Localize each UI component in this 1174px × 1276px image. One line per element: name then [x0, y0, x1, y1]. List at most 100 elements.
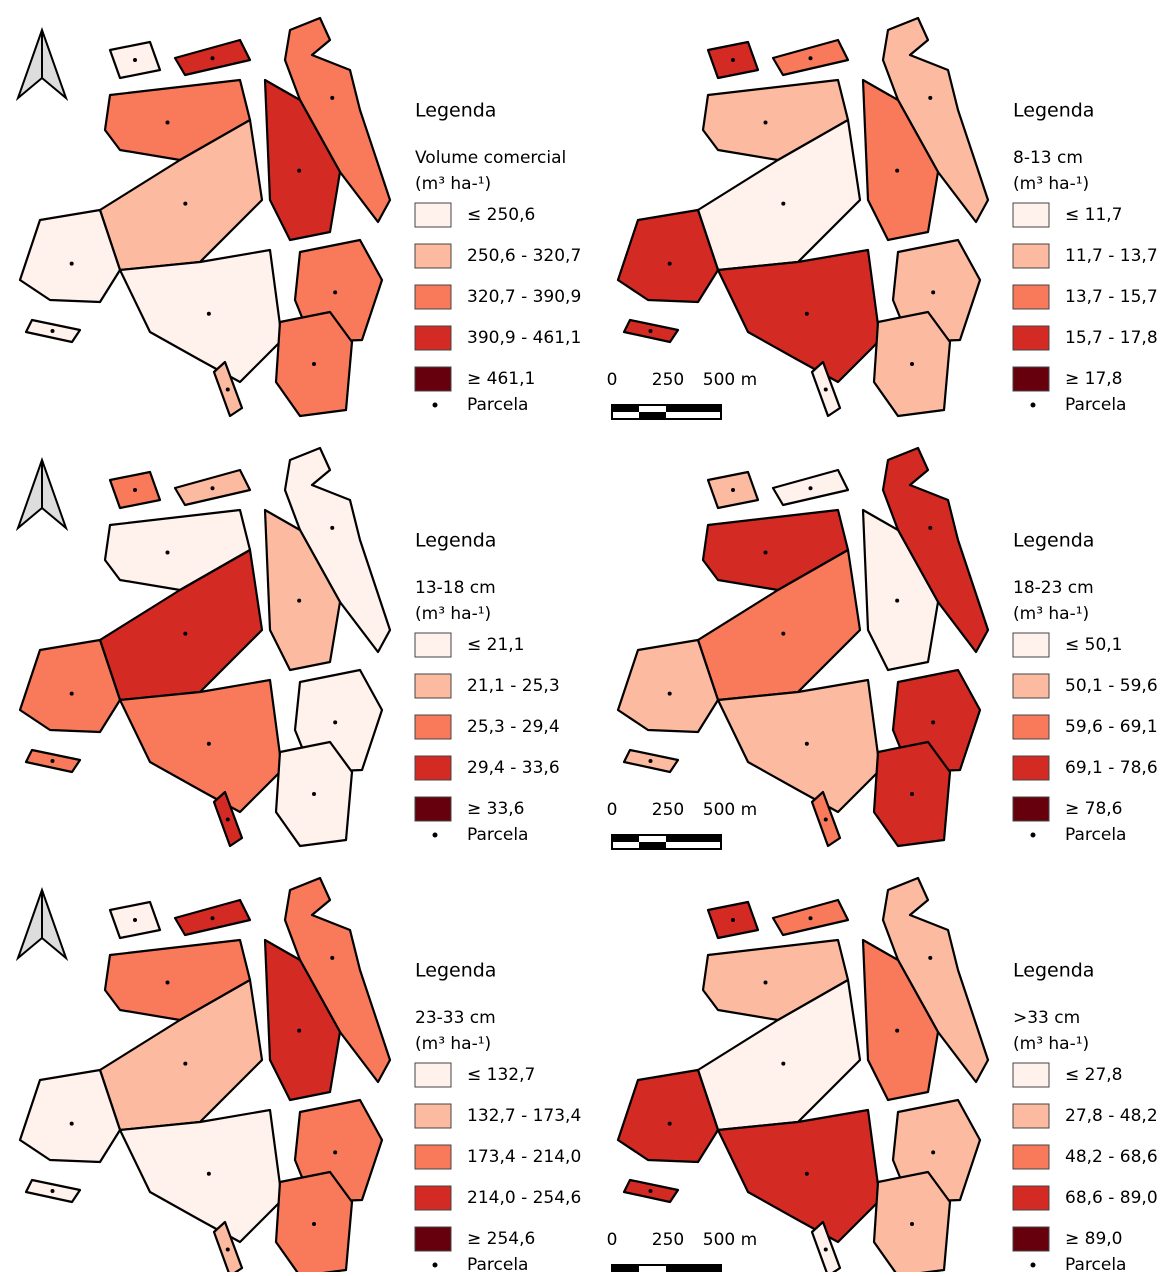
legend-swatch: [1013, 1104, 1049, 1128]
legend-swatch: [1013, 1186, 1049, 1210]
legend-label: Parcela: [467, 825, 528, 845]
figure: LegendaVolume comercial(m³ ha-¹)≤ 250,62…: [0, 0, 1174, 1272]
plot-point: [781, 202, 785, 206]
plot-point: [809, 916, 813, 920]
scale-label: 0: [607, 800, 618, 820]
legend-swatch: [415, 674, 451, 698]
legend-label: 11,7 - 13,7: [1065, 246, 1158, 266]
legend-swatch: [1013, 1227, 1049, 1251]
plot-point: [226, 1248, 230, 1252]
plot-point: [226, 388, 230, 392]
plot-point: [297, 169, 301, 173]
legend-swatch: [1013, 674, 1049, 698]
plot-point: [166, 121, 170, 125]
plot-point: [931, 1150, 935, 1154]
plot-point: [330, 526, 334, 530]
region: [718, 250, 880, 382]
legend-heading: Legenda: [415, 960, 496, 982]
plot-point: [805, 1172, 809, 1176]
scale-bar-segment: [612, 835, 639, 842]
plot-point: [668, 1122, 672, 1126]
legend-label: ≤ 50,1: [1065, 635, 1123, 655]
scale-label: 250: [652, 800, 684, 820]
plot-point: [910, 1222, 914, 1226]
scale-label: 250: [652, 1230, 684, 1250]
legend-variable: 23-33 cm: [415, 1008, 496, 1028]
legend-heading: Legenda: [415, 100, 496, 122]
legend-swatch: [1013, 633, 1049, 657]
plot-point: [731, 918, 735, 922]
legend-label: 59,6 - 69,1: [1065, 717, 1158, 737]
legend-label: ≤ 132,7: [467, 1065, 535, 1085]
legend-unit: (m³ ha-¹): [1013, 174, 1089, 194]
north-arrow: [18, 890, 66, 958]
plot-point: [931, 290, 935, 294]
scale-bar-segment: [666, 835, 721, 842]
legend-variable: 13-18 cm: [415, 578, 496, 598]
plot-point: [910, 362, 914, 366]
plot-point: [183, 1062, 187, 1066]
legend-swatch: [415, 633, 451, 657]
legend-label: ≥ 33,6: [467, 799, 525, 819]
plot-point: [931, 720, 935, 724]
plot-point: [809, 56, 813, 60]
plot-point: [70, 692, 74, 696]
plot-point: [207, 742, 211, 746]
region: [120, 1110, 282, 1242]
legend-swatch: [415, 1227, 451, 1251]
legend-swatch: [1013, 326, 1049, 350]
legend-label: Parcela: [1065, 395, 1126, 415]
plot-point: [211, 486, 215, 490]
plot-point: [824, 818, 828, 822]
legend-label: 25,3 - 29,4: [467, 717, 560, 737]
legend-heading: Legenda: [1013, 960, 1094, 982]
legend-unit: (m³ ha-¹): [415, 604, 491, 624]
plot-point: [312, 362, 316, 366]
plot-point: [764, 121, 768, 125]
plot-point: [668, 262, 672, 266]
region: [120, 680, 282, 812]
legend-label: 173,4 - 214,0: [467, 1147, 581, 1167]
legend-label: 29,4 - 33,6: [467, 758, 560, 778]
plot-point: [330, 96, 334, 100]
legend-label: Parcela: [1065, 1255, 1126, 1272]
legend-label: ≥ 254,6: [467, 1229, 535, 1249]
legend-swatch: [1013, 1145, 1049, 1169]
region: [718, 680, 880, 812]
scale-label: 0: [607, 370, 618, 390]
legend-point: [433, 403, 438, 408]
region: [618, 640, 718, 732]
legend-point: [1031, 403, 1036, 408]
plot-point: [166, 551, 170, 555]
legend-swatch: [415, 203, 451, 227]
plot-point: [649, 1189, 653, 1193]
legend-label: ≤ 21,1: [467, 635, 525, 655]
plot-point: [70, 1122, 74, 1126]
legend-label: Parcela: [467, 1255, 528, 1272]
plot-point: [183, 632, 187, 636]
plot-point: [133, 918, 137, 922]
legend-swatch: [1013, 715, 1049, 739]
plot-point: [649, 759, 653, 763]
legend-label: 132,7 - 173,4: [467, 1106, 581, 1126]
legend-swatch: [415, 1145, 451, 1169]
scale-label: 500 m: [703, 370, 757, 390]
plot-point: [895, 1029, 899, 1033]
legend-label: Parcela: [467, 395, 528, 415]
legend-unit: (m³ ha-¹): [1013, 604, 1089, 624]
plot-point: [133, 488, 137, 492]
plot-point: [333, 720, 337, 724]
plot-point: [824, 388, 828, 392]
plot-point: [764, 981, 768, 985]
scale-bar-segment: [612, 405, 639, 412]
legend-unit: (m³ ha-¹): [415, 1034, 491, 1054]
region: [718, 1110, 880, 1242]
region: [20, 210, 120, 302]
legend-label: Parcela: [1065, 825, 1126, 845]
plot-point: [928, 96, 932, 100]
plot-point: [333, 290, 337, 294]
plot-point: [51, 759, 55, 763]
